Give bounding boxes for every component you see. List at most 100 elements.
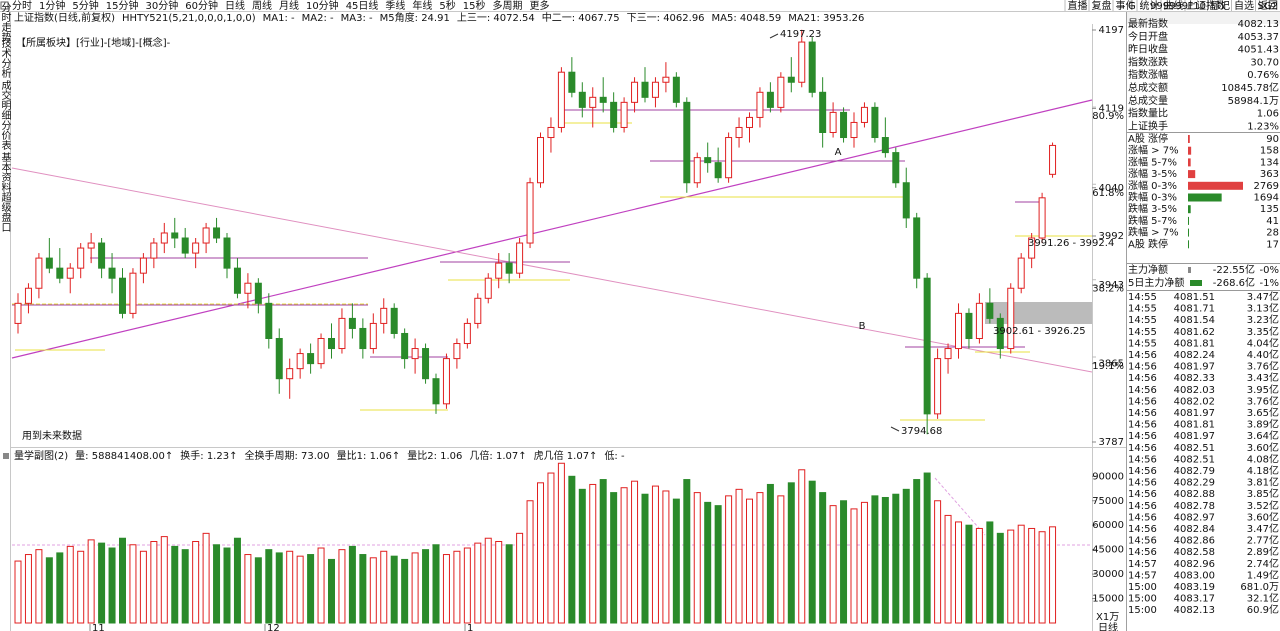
candle-body (14, 302, 22, 324)
sidebar-tab[interactable]: 成交明细 (0, 80, 11, 120)
indicator-value: MA2: - (302, 13, 334, 24)
toolbar-tab[interactable]: 季线 (385, 0, 405, 12)
tick-price: 4082.88 (1174, 489, 1215, 500)
sidebar-tab[interactable]: 技术分析 (0, 37, 11, 79)
volume-bar (213, 544, 221, 624)
volume-bar (537, 482, 544, 624)
tick-amount: 32.1亿 (1247, 592, 1279, 605)
tick-amount: 2.77亿 (1247, 534, 1279, 547)
toolbar-tab[interactable]: 更多 (530, 0, 550, 12)
y-tick-label: 3865 (1099, 359, 1124, 370)
toolbar-button[interactable]: F10 (1188, 1, 1206, 12)
toolbar-button[interactable]: 直播 (1068, 0, 1088, 12)
toolbar-tab[interactable]: 15分钟 (106, 0, 139, 12)
volume-bar (233, 537, 241, 624)
toolbar-tab[interactable]: 1分钟 (39, 0, 65, 12)
candle-body (913, 217, 921, 279)
volume-indicator: 低: - (604, 449, 625, 462)
stat-label: 指数量比 (1128, 107, 1168, 120)
distribution-bar (1188, 135, 1190, 143)
toolbar-tab[interactable]: 5秒 (439, 0, 455, 12)
annotation: 用到未来数据 (22, 429, 82, 442)
candle-body (840, 111, 848, 139)
distribution-bar (1188, 193, 1222, 202)
toolbar-tab[interactable]: 周线 (252, 0, 272, 12)
volume-bar (777, 495, 785, 624)
toolbar-button[interactable]: 曲线 (1164, 0, 1184, 12)
tick-price: 4082.13 (1174, 605, 1215, 616)
sidebar-tab[interactable]: 基本资料 (0, 151, 11, 193)
sector-links[interactable]: 【所属板块】[行业]-[地域]-[概念]- (16, 36, 171, 49)
volume-bar (610, 492, 618, 624)
tick-time: 15:00 (1128, 582, 1157, 593)
volume-bar (369, 557, 377, 624)
distribution-label: A股 涨停 (1128, 132, 1168, 145)
toolbar-tab[interactable]: 分时 (12, 0, 32, 12)
sidebar-tab[interactable]: 分时走势 (0, 2, 11, 43)
toolbar-tab[interactable]: 年线 (412, 0, 432, 12)
toolbar-tab[interactable]: 日线 (225, 0, 245, 12)
tick-time: 14:57 (1128, 570, 1157, 581)
candle-body (98, 242, 106, 269)
toolbar-tab[interactable]: 10分钟 (306, 0, 339, 12)
candle-body (955, 312, 962, 350)
candle-body (359, 327, 367, 350)
volume-bar (557, 462, 565, 624)
fund-pct: -1% (1260, 278, 1279, 289)
volume-bar (902, 488, 910, 624)
tick-time: 14:56 (1128, 524, 1157, 535)
stat-value: 4082.13 (1238, 19, 1279, 30)
toolbar-button[interactable]: 统计 (1140, 0, 1160, 12)
x-tick-label: 1 (467, 623, 473, 631)
annotation: A (835, 147, 842, 158)
tick-time: 14:56 (1128, 350, 1157, 361)
candle-body (1049, 144, 1057, 175)
distribution-bar (1188, 205, 1191, 214)
volume-bar (1049, 526, 1057, 624)
toolbar-button[interactable]: 标记 (1210, 0, 1230, 12)
volume-bar (766, 483, 774, 624)
sidebar-tab[interactable]: 超级盘口 (0, 191, 11, 232)
distribution-label: 涨幅 3-5% (1128, 167, 1177, 180)
candle-body (390, 307, 398, 334)
toolbar-tab[interactable]: 15秒 (463, 0, 486, 12)
distribution-label: 跌幅 3-5% (1128, 202, 1177, 215)
toolbar-button[interactable]: 自选 (1234, 0, 1254, 12)
volume-bar (484, 537, 492, 624)
toolbar-tab[interactable]: 30分钟 (145, 0, 178, 12)
volume-bar (139, 550, 147, 624)
sidebar-tab[interactable]: 分价表 (0, 120, 11, 151)
toolbar-tab[interactable]: 月线 (279, 0, 299, 12)
volume-bar (944, 514, 952, 624)
volume-bar (746, 498, 753, 624)
candle-body (265, 302, 273, 339)
tick-price: 4082.79 (1174, 466, 1215, 477)
volume-bar (45, 557, 53, 624)
stat-label: 上证换手 (1128, 119, 1168, 132)
toolbar-button[interactable]: 返回 (1258, 0, 1278, 12)
y-tick-label: 3787 (1099, 437, 1124, 448)
distribution-count: 17 (1266, 239, 1279, 250)
toolbar-button[interactable]: 事件 (1116, 0, 1136, 12)
toolbar-tab[interactable]: 45日线 (346, 0, 379, 12)
volume-bar (254, 557, 262, 624)
tick-amount: 3.52亿 (1247, 499, 1279, 512)
candle-body (213, 227, 221, 239)
y-tick-label: 3992 (1099, 231, 1124, 242)
volume-bar (975, 527, 983, 624)
toolbar-tab[interactable]: 5分钟 (72, 0, 98, 12)
candle-body (766, 91, 774, 108)
toolbar-tab[interactable]: 多周期 (493, 0, 523, 12)
tick-price: 4082.84 (1174, 524, 1215, 535)
volume-bar (798, 469, 806, 624)
candle-body (328, 337, 335, 350)
tick-amount: 3.76亿 (1247, 360, 1279, 373)
volume-bar (934, 500, 942, 624)
x-tick-label: 12 (267, 623, 280, 631)
tick-time: 14:56 (1128, 420, 1157, 431)
toolbar-button[interactable]: 复盘 (1092, 0, 1112, 12)
volume-bar (275, 552, 283, 624)
candle-body (975, 302, 983, 339)
y-tick-label: 60000 (1092, 520, 1124, 531)
toolbar-tab[interactable]: 60分钟 (185, 0, 218, 12)
